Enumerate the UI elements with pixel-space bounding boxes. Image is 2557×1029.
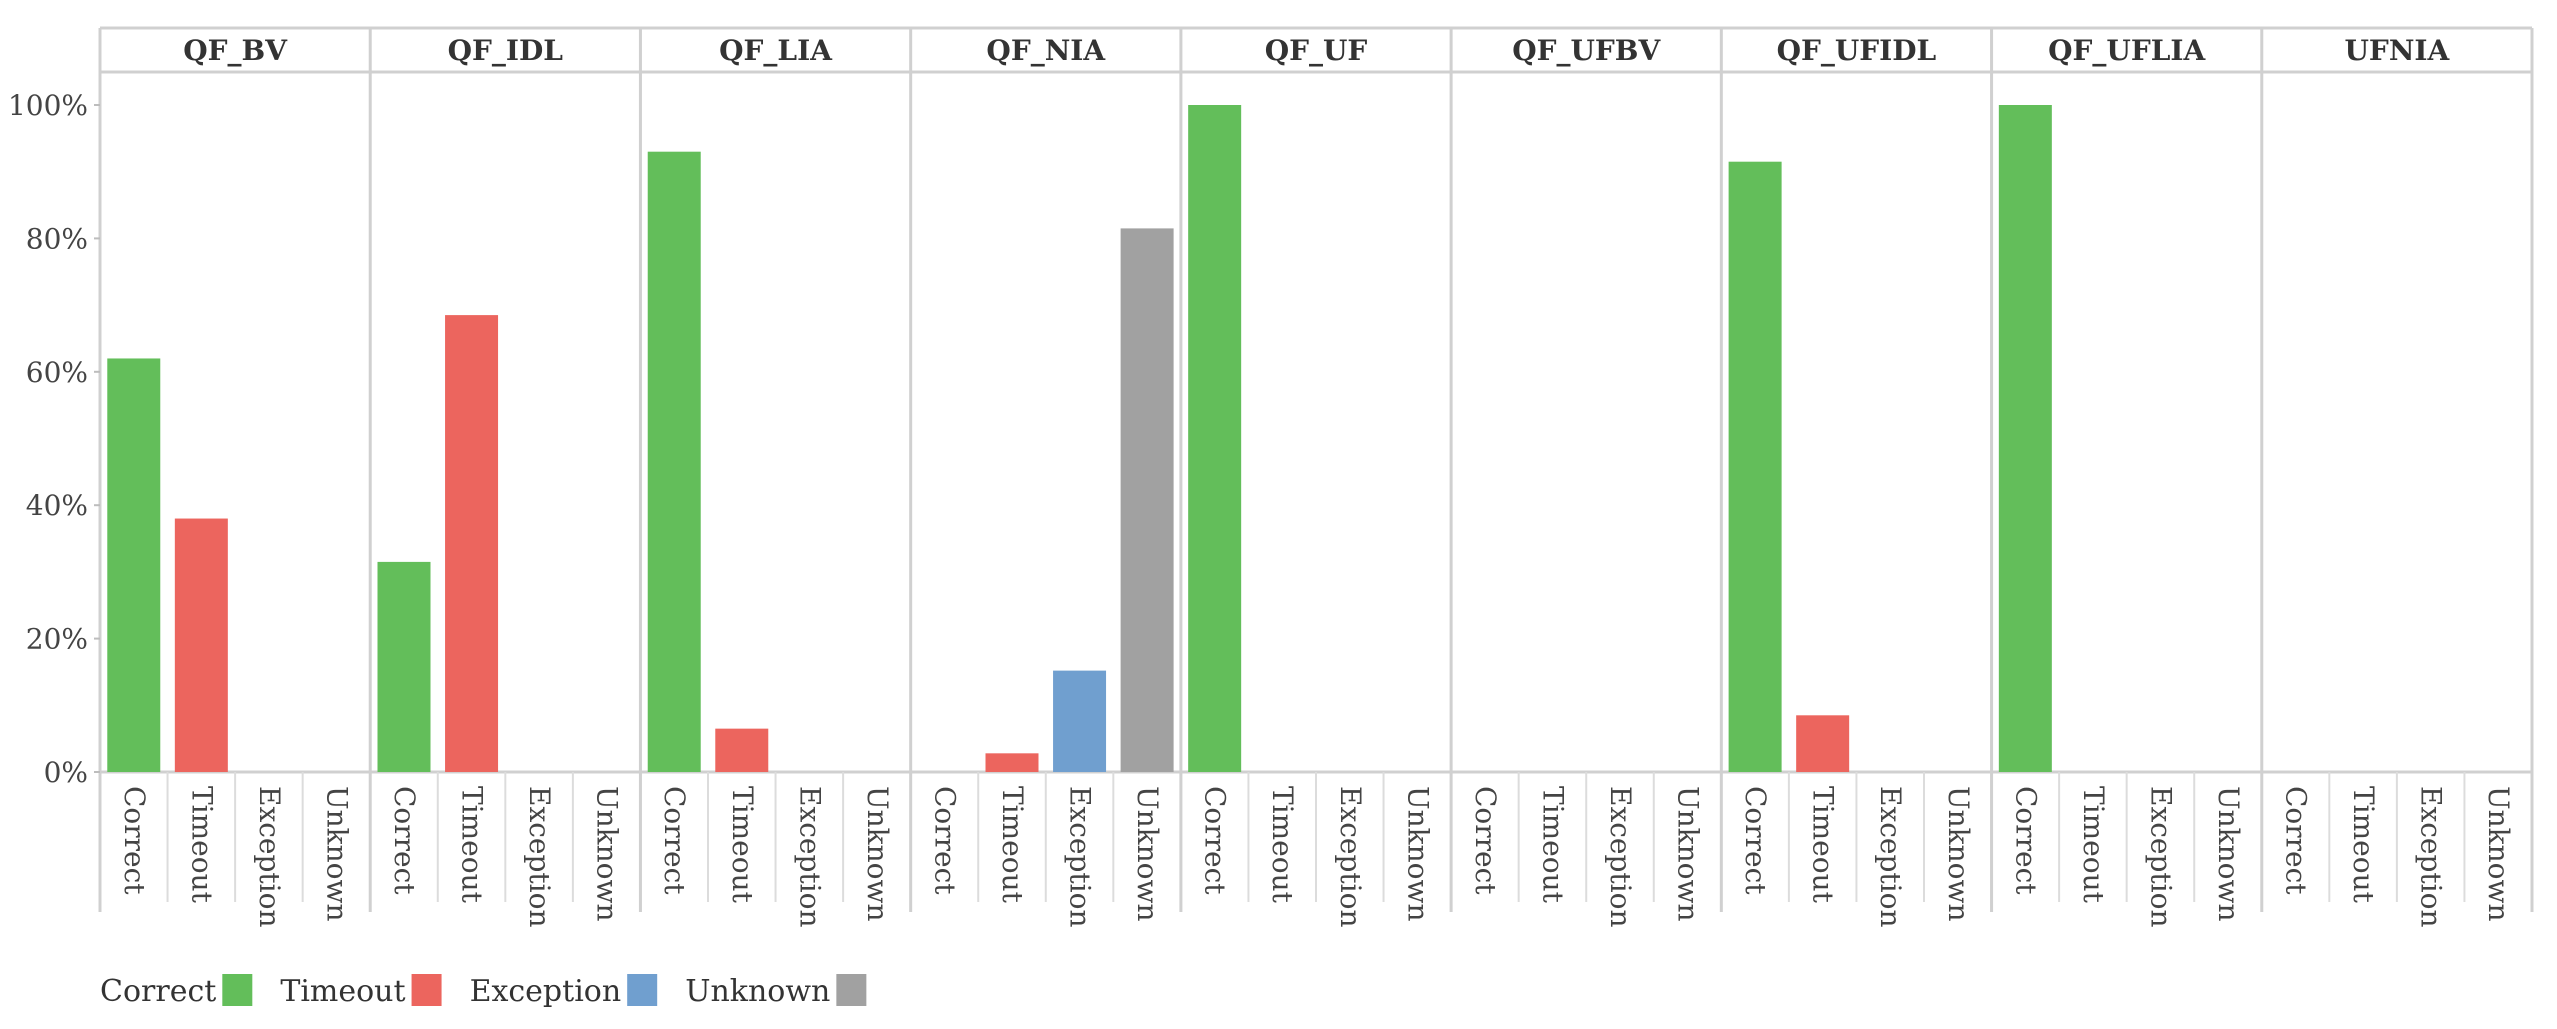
legend-label-correct: Correct xyxy=(100,974,216,1009)
y-axis: 0% 20% 40% 60% 80% 100% xyxy=(8,89,100,789)
x-tick-label: Timeout xyxy=(726,786,759,904)
bars xyxy=(107,105,2052,772)
y-tick-label: 0% xyxy=(44,756,88,789)
x-tick-label: Unknown xyxy=(2212,786,2245,922)
panel-title: UFNIA xyxy=(2345,34,2451,67)
bar-qf-ufidl-timeout xyxy=(1796,715,1850,772)
legend-swatch-correct xyxy=(222,974,253,1006)
bar-qf-bv-timeout xyxy=(174,518,228,772)
x-tick-label: Exception xyxy=(1064,786,1097,928)
x-axis: Correct Timeout Exception Unknown Correct Tim… xyxy=(118,772,2515,928)
panel-title: QF_NIA xyxy=(986,34,1106,67)
x-tick-label: Timeout xyxy=(1536,786,1569,904)
x-tick-label: Timeout xyxy=(996,786,1029,904)
x-tick-label: Unknown xyxy=(2482,786,2515,922)
x-tick-label: Correct xyxy=(388,786,421,895)
x-tick-label: Exception xyxy=(793,786,826,928)
x-tick-label: Correct xyxy=(2009,786,2042,895)
panel-title: QF_UFIDL xyxy=(1777,34,1937,67)
x-tick-label: Unknown xyxy=(1401,786,1434,922)
x-tick-label: Correct xyxy=(1469,786,1502,895)
x-tick-label: Correct xyxy=(1199,786,1232,895)
x-tick-label: Unknown xyxy=(1131,786,1164,922)
panel-title: QF_BV xyxy=(183,34,288,67)
x-tick-label: Timeout xyxy=(1807,786,1840,904)
x-tick-label: Exception xyxy=(253,786,286,928)
x-tick-label: Timeout xyxy=(1266,786,1299,904)
legend-swatch-timeout xyxy=(411,974,442,1006)
x-tick-label: Correct xyxy=(928,786,961,895)
x-tick-label: Unknown xyxy=(320,786,353,922)
x-tick-label: Timeout xyxy=(456,786,489,904)
legend-swatch-unknown xyxy=(836,974,867,1006)
panel-title: QF_UF xyxy=(1265,34,1368,67)
x-tick-label: Timeout xyxy=(2077,786,2110,904)
bar-qf-nia-timeout xyxy=(985,753,1039,772)
legend: Correct Timeout Exception Unknown xyxy=(100,974,867,1009)
legend-label-timeout: Timeout xyxy=(280,974,405,1009)
x-tick-label: Timeout xyxy=(185,786,218,904)
bar-qf-lia-timeout xyxy=(715,728,769,772)
x-tick-label: Unknown xyxy=(1942,786,1975,922)
bar-qf-idl-timeout xyxy=(445,315,499,772)
x-tick-label: Exception xyxy=(1874,786,1907,928)
bar-qf-nia-unknown xyxy=(1120,228,1174,772)
panel-title: QF_UFBV xyxy=(1512,34,1661,67)
panel-titles: QF_BV QF_IDL QF_LIA QF_NIA QF_UF QF_UFBV QF_UF… xyxy=(183,34,2450,67)
bar-qf-lia-correct xyxy=(647,151,701,772)
bar-qf-nia-exception xyxy=(1053,670,1107,772)
y-tick-label: 20% xyxy=(26,623,88,656)
x-tick-label: Exception xyxy=(1604,786,1637,928)
legend-label-unknown: Unknown xyxy=(685,974,830,1009)
x-tick-label: Timeout xyxy=(2347,786,2380,904)
y-tick-label: 80% xyxy=(26,222,88,255)
x-tick-label: Exception xyxy=(523,786,556,928)
x-tick-label: Unknown xyxy=(1672,786,1705,922)
x-tick-label: Exception xyxy=(1334,786,1367,928)
x-tick-label: Correct xyxy=(1739,786,1772,895)
bar-qf-uf-correct xyxy=(1188,105,1242,772)
bar-qf-ufidl-correct xyxy=(1728,161,1782,772)
bar-qf-uflia-correct xyxy=(1998,105,2052,772)
y-tick-label: 100% xyxy=(8,89,88,122)
x-tick-label: Exception xyxy=(2415,786,2448,928)
y-tick-label: 40% xyxy=(26,489,88,522)
x-tick-label: Unknown xyxy=(861,786,894,922)
x-tick-label: Unknown xyxy=(591,786,624,922)
bar-qf-idl-correct xyxy=(377,561,431,772)
legend-swatch-exception xyxy=(627,974,658,1006)
legend-label-exception: Exception xyxy=(470,974,622,1009)
x-tick-label: Correct xyxy=(118,786,151,895)
panel-title: QF_LIA xyxy=(719,34,833,67)
panel-title: QF_IDL xyxy=(448,34,564,67)
panel-title: QF_UFLIA xyxy=(2048,34,2206,67)
x-tick-label: Exception xyxy=(2144,786,2177,928)
y-tick-label: 60% xyxy=(26,356,88,389)
bar-qf-bv-correct xyxy=(107,358,161,772)
x-tick-label: Correct xyxy=(658,786,691,895)
x-tick-label: Correct xyxy=(2280,786,2313,895)
